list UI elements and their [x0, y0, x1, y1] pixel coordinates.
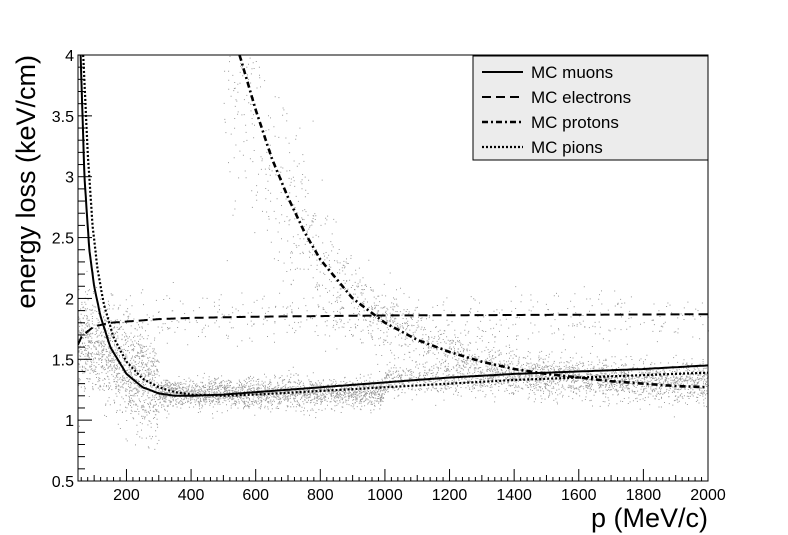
y-tick-label: 2.5: [52, 231, 74, 248]
x-tick-label: 200: [113, 487, 140, 504]
x-tick-label: 1200: [432, 487, 468, 504]
x-tick-label: 1800: [626, 487, 662, 504]
legend-entry: MC pions: [482, 138, 603, 157]
legend-box: [472, 55, 709, 161]
y-tick-label: 0.5: [52, 474, 74, 491]
x-axis-label: p (MeV/c): [591, 503, 708, 533]
x-axis-ticks: 200 400 600 800 1000 1200 1400 1600 1800 2000: [80, 469, 726, 504]
legend-entries: MC muons MC electrons MC protons MC pions: [482, 63, 631, 157]
y-tick-label: 1: [65, 413, 74, 430]
series-lines: [78, 55, 708, 397]
x-tick-label: 1400: [496, 487, 532, 504]
x-tick-label: 800: [307, 487, 334, 504]
x-tick-label: 600: [242, 487, 269, 504]
y-axis-label: energy loss (keV/cm): [11, 55, 41, 309]
legend-label: MC electrons: [531, 88, 631, 107]
x-tick-label: 2000: [690, 487, 726, 504]
y-tick-label: 2: [65, 291, 74, 308]
series-line-mc-protons: [238, 55, 708, 389]
x-tick-label: 1000: [367, 487, 403, 504]
y-axis-ticks: 0.5 1 1.5 2 2.5 3 3.5 4: [52, 48, 92, 491]
y-tick-label: 3.5: [52, 109, 74, 126]
legend-label: MC muons: [531, 63, 613, 82]
legend-entry: MC protons: [482, 113, 619, 132]
series-line-mc-muons: [79, 55, 708, 397]
x-tick-label: 400: [178, 487, 205, 504]
y-tick-label: 1.5: [52, 352, 74, 369]
axes: [77, 54, 709, 482]
legend-label: MC pions: [531, 138, 603, 157]
y-tick-label: 4: [65, 48, 74, 65]
series-line-mc-pions: [82, 55, 708, 397]
x-tick-label: 1600: [561, 487, 597, 504]
legend-entry: MC electrons: [482, 88, 631, 107]
legend: MC muons MC electrons MC protons MC pions: [472, 55, 709, 161]
legend-label: MC protons: [531, 113, 619, 132]
plot-frame: [77, 54, 709, 482]
series-line-mc-electrons: [78, 313, 708, 346]
y-tick-label: 3: [65, 170, 74, 187]
legend-entry: MC muons: [482, 63, 613, 82]
